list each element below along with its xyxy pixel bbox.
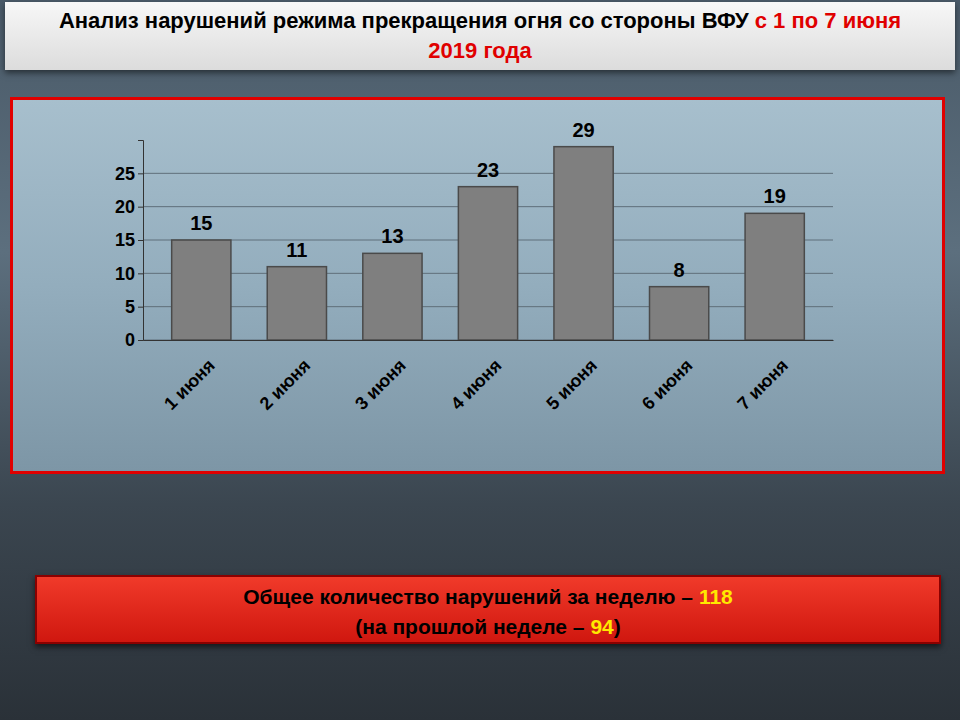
- data-label: 15: [190, 212, 212, 234]
- bar: [363, 253, 422, 340]
- y-tick-mark: [138, 273, 143, 274]
- y-axis-line: [138, 141, 144, 341]
- y-tick-label: 5: [125, 297, 135, 317]
- title-box: Анализ нарушений режима прекращения огня…: [5, 2, 955, 70]
- data-label: 11: [286, 239, 307, 261]
- summary-label: Общее количество нарушений за неделю –: [243, 585, 693, 608]
- bar: [172, 240, 231, 340]
- data-label: 19: [764, 185, 786, 207]
- x-tick: 6 июня: [638, 355, 697, 414]
- x-tick: 4 июня: [447, 355, 506, 414]
- bar: [554, 147, 613, 340]
- y-tick-mark: [138, 173, 143, 174]
- summary-line: Общее количество нарушений за неделю – 1…: [37, 582, 939, 612]
- x-axis-line: [144, 340, 834, 341]
- y-tick-mark: [138, 307, 143, 308]
- summary-value: 94: [590, 615, 613, 638]
- y-tick: 5: [125, 297, 143, 317]
- x-tick-label: 3 июня: [351, 355, 410, 414]
- x-tick: 7 июня: [734, 355, 793, 414]
- x-tick-label: 5 июня: [542, 355, 601, 414]
- bar: [745, 213, 804, 340]
- bars: [172, 147, 805, 340]
- summary-box: Общее количество нарушений за неделю – 1…: [35, 575, 941, 644]
- x-tick-label: 7 июня: [734, 355, 793, 414]
- data-label: 23: [477, 159, 499, 181]
- x-tick: 2 июня: [256, 355, 315, 414]
- y-tick: 20: [115, 197, 143, 217]
- summary-value: 118: [699, 585, 733, 608]
- summary-label: (на прошлой неделе –: [355, 615, 584, 638]
- data-label: 13: [381, 225, 403, 247]
- y-tick-label: 20: [115, 197, 135, 217]
- x-tick-label: 6 июня: [638, 355, 697, 414]
- data-labels: 15 11 13 23 29 8 19: [190, 119, 786, 281]
- y-tick: 25: [115, 164, 143, 184]
- x-axis: 1 июня 2 июня 3 июня 4 июня 5 июня 6 июня 7 ию…: [144, 341, 834, 414]
- y-tick: 15: [115, 230, 143, 250]
- data-label: 29: [572, 119, 594, 141]
- data-label: 8: [674, 259, 685, 281]
- title: Анализ нарушений режима прекращения огня…: [59, 8, 749, 33]
- y-tick-mark: [138, 340, 143, 341]
- bar: [458, 187, 517, 340]
- y-tick-label: 25: [115, 164, 135, 184]
- y-tick: 10: [115, 264, 143, 284]
- bar: [650, 287, 709, 340]
- x-tick-label: 4 июня: [447, 355, 506, 414]
- x-tick-label: 1 июня: [160, 355, 219, 414]
- bar: [267, 267, 326, 340]
- chart-panel: 0 5 10 15 20 25 1 июня 2 июня 3 июня 4 июня 5 июня…: [10, 97, 945, 474]
- summary-line: (на прошлой неделе – 94): [37, 612, 939, 642]
- y-tick-mark: [138, 240, 143, 241]
- x-tick: 1 июня: [160, 355, 219, 414]
- chart: 0 5 10 15 20 25 1 июня 2 июня 3 июня 4 июня 5 июня…: [13, 100, 942, 471]
- summary-close: ): [614, 615, 621, 638]
- x-tick: 3 июня: [351, 355, 410, 414]
- x-tick-label: 2 июня: [256, 355, 315, 414]
- y-tick-mark: [138, 207, 143, 208]
- y-tick-label: 15: [115, 230, 135, 250]
- y-axis: 0 5 10 15 20 25: [115, 141, 144, 351]
- y-tick-label: 10: [115, 264, 135, 284]
- x-tick: 5 июня: [542, 355, 601, 414]
- y-tick-label: 0: [125, 330, 135, 350]
- y-tick: 0: [125, 330, 143, 350]
- grid: [143, 173, 833, 340]
